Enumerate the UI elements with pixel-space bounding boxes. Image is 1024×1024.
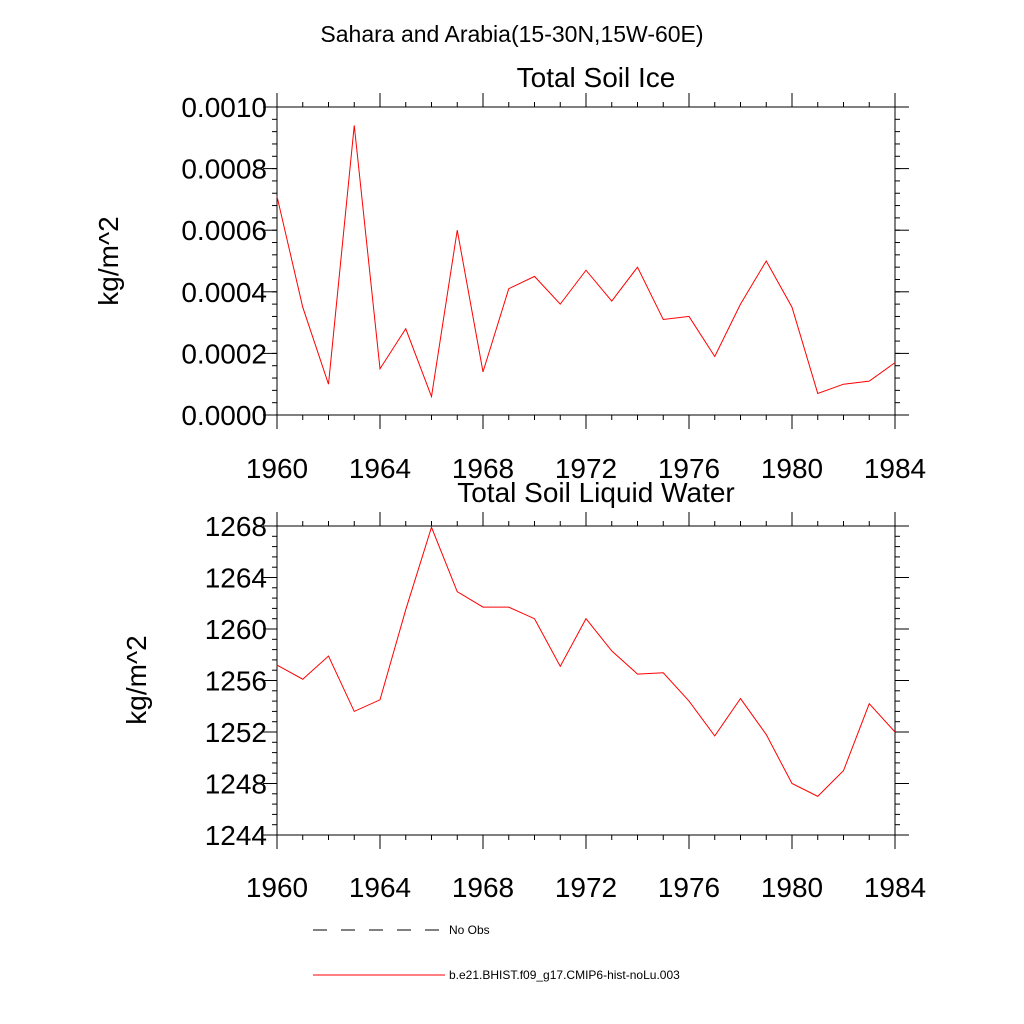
x-tick-label: 1964	[349, 453, 411, 484]
series-line	[276, 125, 896, 399]
y-tick-label: 1260	[205, 614, 267, 645]
y-tick-label: 0.0010	[181, 92, 267, 123]
x-tick-label: 1960	[246, 453, 308, 484]
x-tick-label: 1960	[246, 872, 308, 903]
x-tick-label: 1980	[761, 453, 823, 484]
plot-frame	[276, 106, 896, 416]
y-tick-label: 1268	[205, 511, 267, 542]
legend-label-model-run: b.e21.BHIST.f09_g17.CMIP6-hist-noLu.003	[449, 968, 680, 982]
x-tick-label: 1972	[555, 453, 617, 484]
y-tick-label: 1252	[205, 717, 267, 748]
y-tick-label: 0.0008	[181, 154, 267, 185]
x-tick-label: 1972	[555, 872, 617, 903]
x-tick-label: 1984	[864, 453, 926, 484]
panel-total-soil-ice: Total Soil Ice kg/m^2 0.0000 0.0002 0.0004 0.…	[93, 62, 926, 484]
x-tick-label: 1968	[452, 453, 514, 484]
y-tick-label: 1248	[205, 769, 267, 800]
y-tick-label: 0.0006	[181, 215, 267, 246]
panel-total-soil-liquid-water: Total Soil Liquid Water kg/m^2 1244 1248 125…	[121, 477, 926, 903]
x-tick-label: 1984	[864, 872, 926, 903]
legend-label-no-obs: No Obs	[449, 923, 490, 937]
y-tick-label: 1256	[205, 666, 267, 697]
y-axis-label: kg/m^2	[121, 635, 152, 724]
panel-title: Total Soil Liquid Water	[457, 477, 735, 508]
figure-suptitle: Sahara and Arabia(15-30N,15W-60E)	[320, 21, 703, 47]
y-tick-label: 0.0004	[181, 277, 267, 308]
x-tick-label: 1980	[761, 872, 823, 903]
y-axis-label: kg/m^2	[93, 216, 124, 305]
legend: No Obs b.e21.BHIST.f09_g17.CMIP6-hist-no…	[313, 923, 680, 982]
x-tick-label: 1976	[658, 453, 720, 484]
y-tick-label: 1264	[205, 563, 267, 594]
panel-title: Total Soil Ice	[517, 62, 676, 93]
series-line	[276, 525, 896, 797]
x-tick-label: 1976	[658, 872, 720, 903]
y-tick-label: 0.0000	[181, 400, 267, 431]
x-tick-label: 1964	[349, 872, 411, 903]
x-tick-label: 1968	[452, 872, 514, 903]
y-tick-label: 1244	[205, 820, 267, 851]
y-tick-label: 0.0002	[181, 338, 267, 369]
